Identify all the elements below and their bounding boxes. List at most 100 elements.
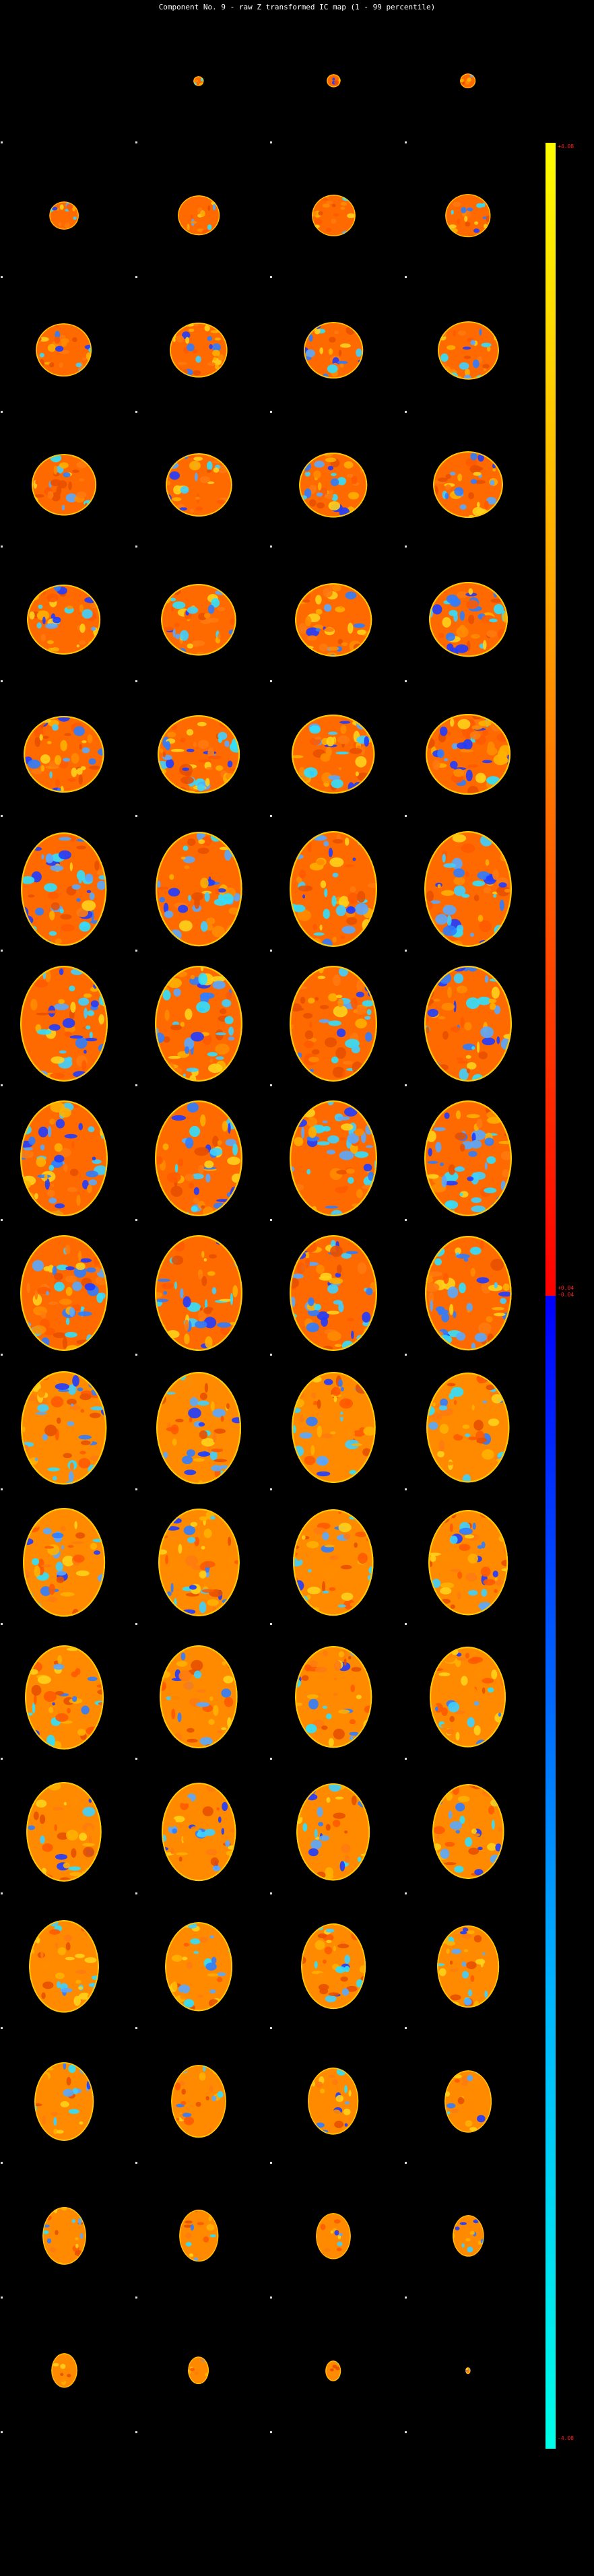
panel-marker: [135, 2431, 137, 2433]
brain-slice: [428, 1509, 508, 1616]
colorbar: [546, 143, 556, 2449]
panel-marker: [270, 1623, 272, 1625]
brain-slice: [157, 715, 240, 794]
brain-slice: [155, 966, 242, 1082]
brain-slice: [424, 1100, 512, 1216]
brain-slice: [292, 715, 375, 794]
panel-marker: [270, 141, 272, 143]
brain-slice: [424, 966, 512, 1082]
panel-marker: [135, 276, 137, 278]
panel-marker: [135, 680, 137, 682]
brain-slice: [21, 1370, 107, 1485]
brain-slice: [294, 583, 372, 657]
panel-marker: [135, 1488, 137, 1490]
panel-marker: [1, 2162, 3, 2164]
panel-marker: [405, 411, 407, 413]
brain-slice: [178, 2210, 219, 2262]
panel-marker: [135, 815, 137, 817]
brain-slice: [165, 453, 232, 517]
panel-marker: [270, 1892, 272, 1894]
slice-montage: [1, 73, 512, 2433]
panel-marker: [135, 2297, 137, 2299]
panel-marker: [1, 1354, 3, 1356]
panel-marker: [270, 1758, 272, 1760]
panel-marker: [405, 1623, 407, 1625]
brain-slice: [296, 1783, 370, 1881]
brain-slice: [20, 1100, 108, 1216]
panel-marker: [1, 680, 3, 682]
brain-slice: [437, 321, 499, 380]
brain-slice: [326, 74, 341, 88]
brain-slice: [290, 1100, 377, 1216]
panel-marker: [405, 2431, 407, 2433]
panel-marker: [405, 815, 407, 817]
brain-slice: [177, 195, 220, 236]
brain-slice: [188, 2356, 209, 2385]
panel-marker: [1, 1758, 3, 1760]
colorbar-max-label: +4.08: [558, 143, 574, 150]
panel-marker: [270, 1084, 272, 1086]
brain-slice: [156, 1371, 242, 1484]
panel-marker: [135, 1084, 137, 1086]
brain-slice: [26, 1782, 102, 1882]
panel-marker: [135, 546, 137, 548]
brain-slice: [426, 1373, 510, 1483]
brain-slice: [430, 1647, 506, 1748]
brain-slice: [24, 716, 104, 793]
brain-slice: [160, 1645, 238, 1749]
brain-slice: [424, 831, 512, 947]
panel-marker: [270, 2027, 272, 2029]
panel-marker: [270, 950, 272, 952]
panel-marker: [405, 1892, 407, 1894]
brain-slice: [20, 966, 108, 1082]
brain-slice: [20, 1235, 108, 1351]
panel-marker: [1, 815, 3, 817]
brain-slice: [465, 2367, 471, 2375]
panel-marker: [1, 1219, 3, 1221]
brain-slice: [21, 832, 107, 946]
brain-slice: [48, 201, 79, 230]
panel-marker: [405, 276, 407, 278]
panel-marker: [1, 141, 3, 143]
brain-slice: [193, 75, 204, 86]
brain-slice: [161, 1782, 236, 1882]
panel-marker: [405, 1354, 407, 1356]
panel-marker: [270, 546, 272, 548]
colorbar-mid-positive-label: +0.04: [558, 1285, 574, 1291]
panel-marker: [270, 680, 272, 682]
brain-slice: [311, 195, 356, 236]
brain-slice: [290, 966, 377, 1082]
panel-marker: [405, 141, 407, 143]
brain-slice: [445, 193, 491, 238]
brain-slice: [34, 2061, 94, 2141]
brain-slice: [433, 451, 503, 519]
brain-slice: [291, 1372, 376, 1484]
brain-slice: [299, 452, 368, 518]
panel-marker: [405, 680, 407, 682]
panel-marker: [405, 2162, 407, 2164]
panel-marker: [135, 1354, 137, 1356]
brain-slice: [51, 2353, 77, 2388]
panel-marker: [1, 411, 3, 413]
panel-marker: [270, 276, 272, 278]
panel-marker: [1, 950, 3, 952]
brain-slice: [444, 2070, 492, 2133]
brain-slice: [436, 1925, 500, 2008]
panel-marker: [1, 546, 3, 548]
panel-marker: [1, 2027, 3, 2029]
panel-marker: [270, 411, 272, 413]
panel-marker: [1, 1623, 3, 1625]
brain-slice: [22, 1508, 106, 1617]
panel-marker: [135, 141, 137, 143]
panel-marker: [270, 2431, 272, 2433]
brain-slice: [460, 73, 476, 89]
panel-marker: [405, 2027, 407, 2029]
brain-slice: [170, 323, 228, 378]
brain-slice: [31, 454, 97, 516]
brain-slice: [161, 583, 236, 656]
panel-marker: [270, 1354, 272, 1356]
brain-slice: [155, 831, 242, 947]
brain-slice: [290, 1235, 377, 1351]
brain-slice: [36, 323, 92, 377]
brain-slice: [293, 1509, 374, 1616]
